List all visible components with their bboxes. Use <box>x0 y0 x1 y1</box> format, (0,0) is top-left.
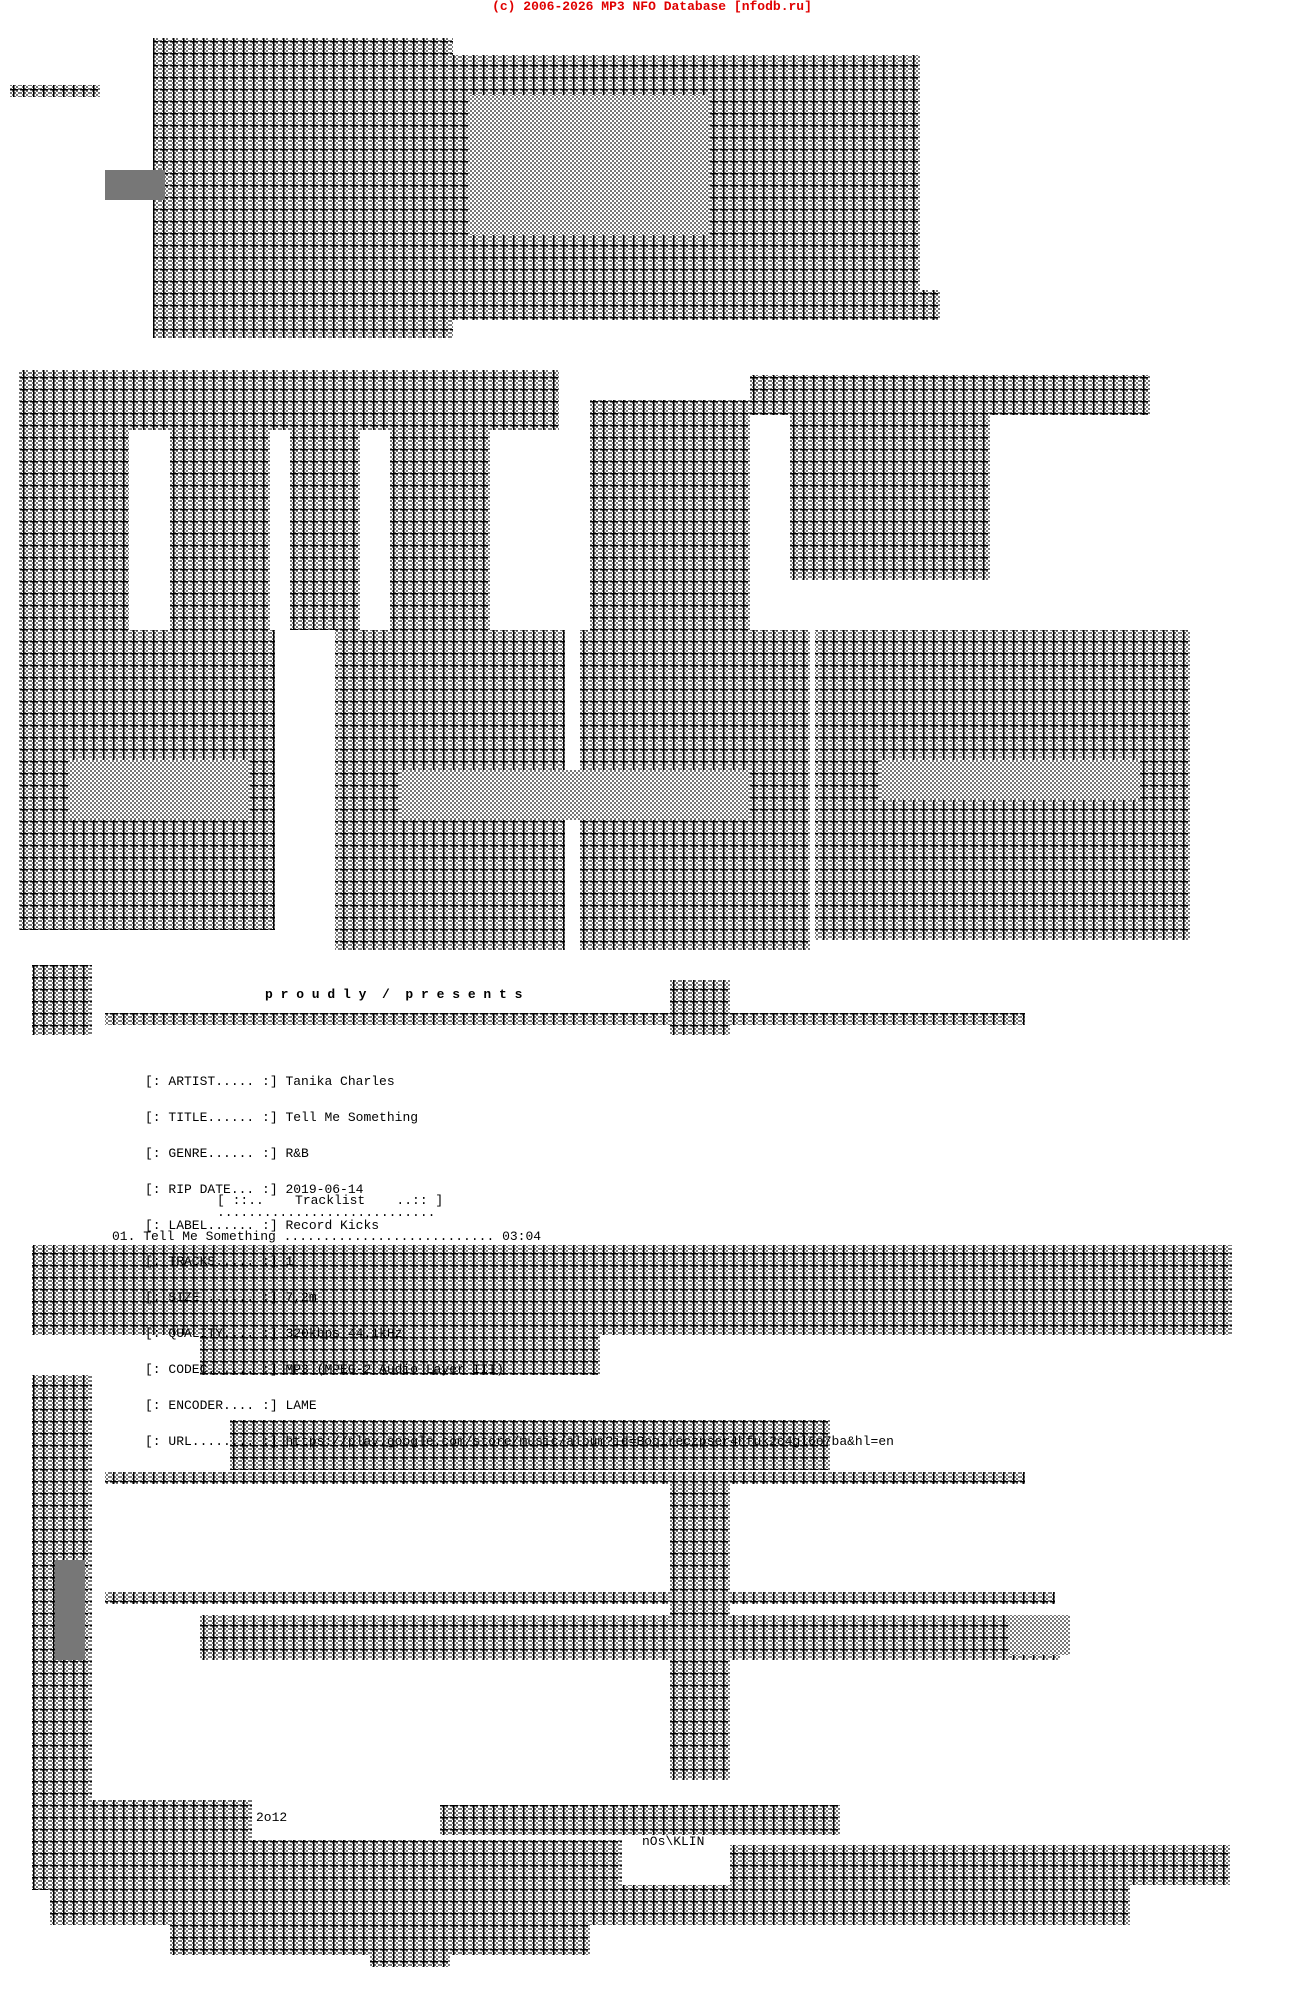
tracklist-underline: ............................ <box>217 1205 436 1220</box>
art-block <box>400 770 750 820</box>
big-letters-art <box>19 370 1190 950</box>
track-row: 01. Tell Me Something ..................… <box>112 1229 542 1244</box>
info-value: 7,2m <box>285 1290 317 1305</box>
info-row-tracks: [: TRACKS..... :] 1 <box>145 1254 894 1269</box>
art-block <box>1010 1615 1070 1655</box>
art-block <box>170 410 270 630</box>
info-row-quality: [: QUALITY.... :] 320kbps 44.1kHz <box>145 1326 894 1341</box>
info-label: [: ARTIST..... :] <box>145 1074 278 1089</box>
art-block <box>390 420 490 640</box>
release-info: [: ARTIST..... :] Tanika Charles [: TITL… <box>145 1052 894 1460</box>
info-row-encoder: [: ENCODER.... :] LAME <box>145 1398 894 1413</box>
art-block <box>370 1955 450 1967</box>
info-row-rip-date: [: RIP DATE... :] 2019-06-14 <box>145 1182 894 1197</box>
info-value: 2019-06-14 <box>285 1182 364 1197</box>
art-block <box>730 1845 1230 1885</box>
info-row-artist: [: ARTIST..... :] Tanika Charles <box>145 1074 894 1089</box>
info-value: Record Kicks <box>285 1218 380 1233</box>
art-block <box>105 1592 1055 1604</box>
info-value: LAME <box>285 1398 317 1413</box>
art-block <box>200 1615 1060 1660</box>
info-value: R&B <box>285 1146 309 1161</box>
lower-art <box>32 1245 1232 1815</box>
info-label: [: GENRE...... :] <box>145 1146 278 1161</box>
art-block <box>590 400 750 630</box>
art-block <box>670 1480 730 1780</box>
art-block <box>105 1472 1025 1484</box>
art-block <box>880 760 1140 800</box>
info-row-label: [: LABEL...... :] Record Kicks <box>145 1218 894 1233</box>
info-row-genre: [: GENRE...... :] R&B <box>145 1146 894 1161</box>
info-value: Tanika Charles <box>285 1074 395 1089</box>
tracklist-heading: [ ::.. Tracklist ..:: ] <box>217 1193 444 1208</box>
art-block <box>32 1840 622 1890</box>
art-signature: nOs\KLIN <box>642 1834 705 1849</box>
info-label: [: ENCODER.... :] <box>145 1398 278 1413</box>
art-block <box>10 85 100 97</box>
info-value: https://play.google.com/store/music/albu… <box>285 1434 894 1449</box>
art-block <box>320 290 940 320</box>
bottom-art <box>32 1800 1230 1967</box>
info-label: [: SIZE....... :] <box>145 1290 278 1305</box>
art-block <box>105 1013 1025 1025</box>
art-block <box>55 1560 85 1660</box>
art-block <box>32 1800 252 1840</box>
info-row-codec: [: CODEC...... :] MP3 (MPEG-2 Audio Laye… <box>145 1362 894 1377</box>
art-block <box>470 95 710 235</box>
art-block <box>70 760 250 820</box>
info-value: 1 <box>285 1254 294 1269</box>
art-block <box>670 980 730 1035</box>
presents-text: p r o u d l y / p r e s e n t s <box>265 987 523 1002</box>
info-label: [: RIP DATE... :] <box>145 1182 278 1197</box>
info-value: MP3 (MPEG-2 Audio Layer III) <box>285 1362 504 1377</box>
art-block <box>105 170 165 200</box>
art-block <box>440 1805 840 1835</box>
art-block <box>32 1245 1232 1335</box>
info-label: [: LABEL...... :] <box>145 1218 278 1233</box>
info-row-url: [: URL........ :] https://play.google.co… <box>145 1434 894 1449</box>
info-value: Tell Me Something <box>285 1110 419 1125</box>
art-block <box>50 1885 1130 1925</box>
top-logo-art <box>10 38 940 338</box>
info-label: [: TITLE...... :] <box>145 1110 278 1125</box>
art-year: 2o12 <box>256 1810 288 1825</box>
art-block <box>200 1335 600 1375</box>
info-value: 320kbps 44.1kHz <box>285 1326 403 1341</box>
site-copyright: (c) 2006-2026 MP3 NFO Database [nfodb.ru… <box>492 0 812 14</box>
info-label: [: CODEC...... :] <box>145 1362 278 1377</box>
art-block <box>32 965 92 1035</box>
art-block <box>170 1925 590 1955</box>
info-label: [: URL........ :] <box>145 1434 278 1449</box>
art-block <box>790 400 990 580</box>
info-row-size: [: SIZE....... :] 7,2m <box>145 1290 894 1305</box>
separator-art <box>32 965 1025 1035</box>
info-row-title: [: TITLE...... :] Tell Me Something <box>145 1110 894 1125</box>
info-label: [: TRACKS..... :] <box>145 1254 278 1269</box>
art-block <box>290 400 360 630</box>
info-label: [: QUALITY.... :] <box>145 1326 278 1341</box>
art-block <box>230 1420 830 1470</box>
